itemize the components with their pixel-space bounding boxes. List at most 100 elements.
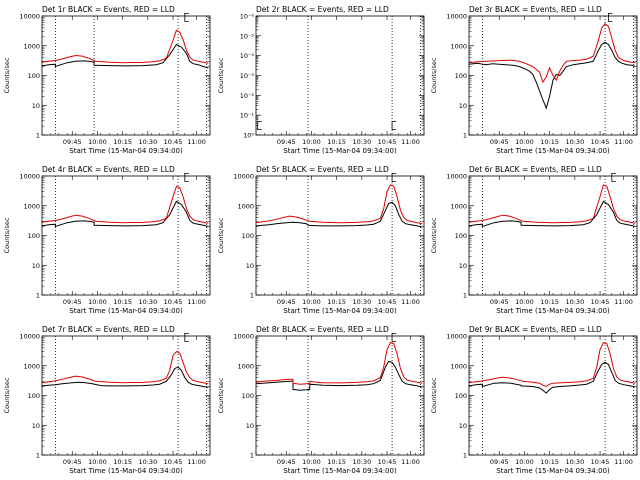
series-lld-line	[468, 184, 636, 224]
y-tick-label: 10	[32, 422, 40, 430]
x-tick-label: 10:00	[515, 458, 534, 466]
x-tick-label: 10:00	[302, 298, 321, 306]
y-axis-label: Counts/sec	[3, 57, 11, 93]
y-tick-label: 100	[242, 232, 254, 240]
bracket-marker-left	[257, 121, 262, 130]
x-tick-label: 09:45	[63, 458, 82, 466]
bracket-marker	[184, 12, 189, 22]
panel-title: Det 7r BLACK = Events, RED = LLD	[42, 325, 175, 334]
y-tick-label: 1000	[450, 202, 467, 210]
y-tick-label: 10⁻³	[240, 72, 255, 80]
x-axis-label: Start Time (15-Mar-04 09:34:00)	[283, 307, 397, 315]
panel-title: Det 5r BLACK = Events, RED = LLD	[256, 165, 389, 174]
y-tick-label: 10	[459, 422, 467, 430]
y-tick-label: 10⁻⁶	[240, 13, 255, 21]
x-tick-label: 10:45	[164, 298, 183, 306]
y-axis-label: Counts/sec	[430, 217, 438, 253]
x-tick-label: 09:45	[277, 458, 296, 466]
x-tick-label: 10:00	[302, 138, 321, 146]
x-tick-label: 10:30	[138, 298, 157, 306]
x-tick-label: 10:15	[113, 138, 132, 146]
panel-det-2: Det 2r BLACK = Events, RED = LLD 10⁰ 10⁻¹ 1…	[217, 5, 425, 155]
y-tick-label: 10	[459, 102, 467, 110]
x-tick-label: 10:45	[591, 298, 610, 306]
panel-title: Det 4r BLACK = Events, RED = LLD	[42, 165, 175, 174]
x-tick-label: 11:00	[187, 298, 206, 306]
y-tick-label: 10⁰	[243, 132, 254, 140]
panel-det-3: Det 3r BLACK = Events, RED = LLD 1 10 100 10…	[430, 5, 638, 155]
y-axis-label: Counts/sec	[3, 217, 11, 253]
y-tick-label: 1000	[23, 362, 40, 370]
x-tick-label: 11:00	[187, 458, 206, 466]
panel-det-8: Det 8r BLACK = Events, RED = LLD 1 10 100 10…	[217, 325, 425, 475]
plot-frame	[468, 175, 638, 296]
plot-frame	[41, 175, 211, 296]
x-tick-label: 10:00	[515, 138, 534, 146]
x-tick-label: 11:00	[614, 298, 633, 306]
x-axis-label: Start Time (15-Mar-04 09:34:00)	[496, 467, 610, 475]
y-tick-label: 100	[28, 232, 40, 240]
x-axis-label: Start Time (15-Mar-04 09:34:00)	[69, 467, 183, 475]
x-tick-label: 10:15	[327, 298, 346, 306]
y-tick-label: 1	[36, 452, 40, 460]
series-lld-line	[41, 29, 209, 64]
y-tick-label: 10	[246, 262, 254, 270]
x-tick-label: 10:30	[352, 458, 371, 466]
y-tick-label: 100	[242, 392, 254, 400]
bracket-marker	[184, 332, 189, 342]
y-tick-label: 10⁻⁵	[240, 32, 255, 40]
x-tick-label: 10:30	[565, 298, 584, 306]
series-lld-line	[41, 350, 209, 385]
x-tick-label: 11:00	[614, 138, 633, 146]
x-axis-label: Start Time (15-Mar-04 09:34:00)	[496, 307, 610, 315]
y-axis-label: Counts/sec	[430, 377, 438, 413]
x-tick-label: 09:45	[277, 298, 296, 306]
panel-det-9: Det 9r BLACK = Events, RED = LLD 1 10 100 10…	[430, 325, 638, 475]
y-tick-label: 100	[455, 232, 467, 240]
series-events-line	[41, 366, 209, 388]
y-tick-label: 100	[455, 72, 467, 80]
series-events-line	[255, 360, 423, 391]
series-events-line	[468, 361, 636, 394]
x-axis-label: Start Time (15-Mar-04 09:34:00)	[69, 147, 183, 155]
y-tick-label: 10⁻¹	[240, 112, 255, 120]
plot-frame	[41, 335, 211, 456]
plot-frame	[255, 15, 425, 136]
x-tick-label: 10:15	[540, 138, 559, 146]
panel-title: Det 8r BLACK = Events, RED = LLD	[256, 325, 389, 334]
x-tick-label: 10:00	[515, 298, 534, 306]
x-tick-label: 10:00	[88, 138, 107, 146]
y-tick-label: 10000	[19, 173, 40, 181]
x-tick-label: 11:00	[401, 298, 420, 306]
y-tick-label: 100	[28, 72, 40, 80]
y-tick-label: 10	[246, 422, 254, 430]
x-tick-label: 10:15	[327, 138, 346, 146]
panel-title: Det 3r BLACK = Events, RED = LLD	[469, 5, 602, 14]
x-tick-label: 10:45	[164, 138, 183, 146]
x-tick-label: 11:00	[614, 458, 633, 466]
series-events-line	[41, 43, 209, 69]
panel-det-6: Det 6r BLACK = Events, RED = LLD 1 10 100 10…	[430, 165, 638, 315]
x-tick-label: 10:45	[164, 458, 183, 466]
y-tick-label: 1	[463, 452, 467, 460]
y-tick-label: 10	[32, 262, 40, 270]
series-lld-line	[468, 341, 636, 388]
x-tick-label: 10:00	[88, 298, 107, 306]
plot-frame	[41, 15, 211, 136]
y-tick-label: 10⁻²	[240, 92, 255, 100]
x-tick-label: 09:45	[277, 138, 296, 146]
series-lld-line	[255, 184, 423, 225]
x-tick-label: 10:15	[113, 458, 132, 466]
series-events-line	[255, 201, 423, 228]
bracket-marker	[391, 121, 397, 130]
y-tick-label: 10	[32, 102, 40, 110]
panel-title: Det 9r BLACK = Events, RED = LLD	[469, 325, 602, 334]
y-tick-label: 10⁻⁴	[240, 52, 255, 60]
y-axis-label: Counts/sec	[217, 57, 225, 93]
x-tick-label: 10:15	[327, 458, 346, 466]
bracket-marker	[611, 332, 616, 342]
plot-frame	[468, 335, 638, 456]
panel-det-5: Det 5r BLACK = Events, RED = LLD 1 10 100 10…	[217, 165, 425, 315]
series-events-line	[468, 200, 636, 228]
